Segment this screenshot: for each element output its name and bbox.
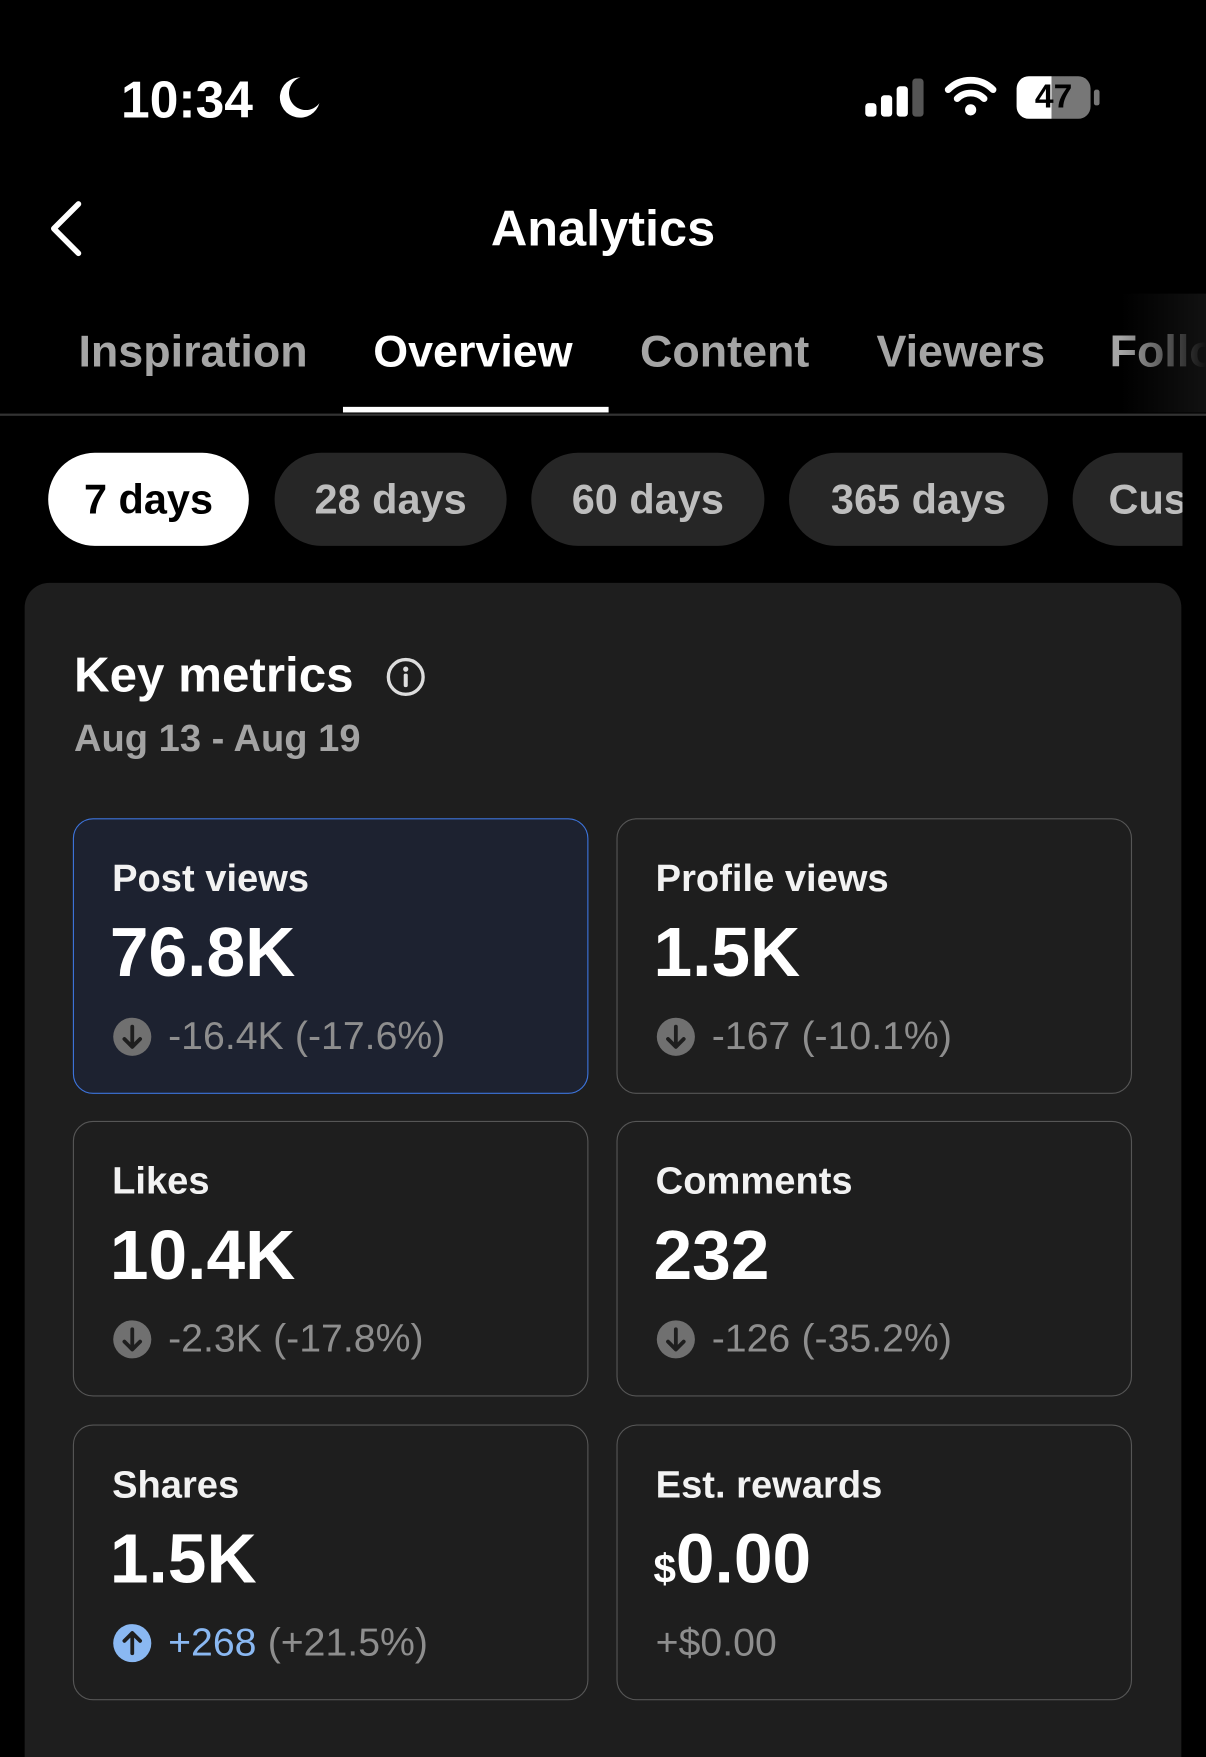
change-percent: (-17.6%) <box>294 1014 446 1059</box>
metric-card[interactable]: Post views 76.8K -16.4K (-17.6%) <box>72 818 589 1094</box>
chip-label: 60 days <box>571 475 724 522</box>
metric-card[interactable]: Est. rewards $0.00 +$0.00 <box>616 1424 1133 1701</box>
metric-change: -2.3K (-17.8%) <box>112 1316 424 1362</box>
info-icon[interactable] <box>384 656 427 699</box>
change: +$0.00 <box>655 1620 777 1665</box>
back-button[interactable] <box>45 200 90 258</box>
tab[interactable]: Overview <box>373 327 573 377</box>
down-icon <box>656 1320 695 1359</box>
down-icon <box>113 1320 152 1359</box>
change: -2.3K <box>168 1316 262 1361</box>
metric-card[interactable]: Profile views 1.5K -167 (-10.1%) <box>616 818 1133 1094</box>
tab[interactable]: Inspiration <box>78 327 308 377</box>
metric-card[interactable]: Comments 232 -126 (-35.2%) <box>616 1120 1133 1397</box>
change-percent: (+21.5%) <box>267 1620 428 1665</box>
panel-title: Key metrics <box>73 647 354 703</box>
metric-change: -126 (-35.2%) <box>656 1317 952 1362</box>
metric-label: Profile views <box>655 857 889 901</box>
tab[interactable]: Viewers <box>876 327 1046 377</box>
change-percent: (-10.1%) <box>801 1014 952 1059</box>
metric-value: 1.5K <box>110 1520 257 1600</box>
metric-label: Est. rewards <box>655 1463 883 1507</box>
tab-fade <box>1120 293 1206 413</box>
metrics-panel <box>24 582 1182 1757</box>
value: 76.8K <box>109 914 296 992</box>
metric-change: +268 (+21.5%) <box>112 1621 428 1666</box>
wifi-icon <box>944 76 997 116</box>
period-chips: 7 days 28 days 60 days 365 days Cus <box>0 0 1183 560</box>
value: 10.4K <box>109 1217 296 1295</box>
down-icon <box>656 1017 695 1056</box>
metric-card[interactable]: Likes 10.4K -2.3K (-17.8%) <box>72 1120 589 1397</box>
period-chip[interactable]: 365 days <box>789 452 1048 546</box>
chip-label: 365 days <box>830 475 1007 522</box>
chip-label: 7 days <box>83 475 214 522</box>
battery: 47 <box>1016 76 1091 119</box>
up-icon <box>113 1624 152 1663</box>
metric-label: Post views <box>112 857 310 901</box>
tab[interactable]: Content <box>639 327 810 377</box>
metric-value: 76.8K <box>110 913 295 993</box>
page-title: Analytics <box>490 199 716 257</box>
currency: $ <box>653 1545 676 1592</box>
period-chip[interactable]: Cus <box>1072 452 1183 546</box>
tab-underline <box>342 406 609 413</box>
down-icon <box>113 1017 152 1056</box>
period-chip[interactable]: 60 days <box>531 452 765 546</box>
metric-change: +$0.00 <box>656 1621 777 1666</box>
change-percent: (-35.2%) <box>801 1316 952 1361</box>
signal-icon <box>865 78 924 117</box>
tab-divider <box>0 413 1206 416</box>
value: 1.5K <box>653 914 801 992</box>
change-percent: (-17.8%) <box>273 1316 424 1361</box>
metric-value: 232 <box>653 1216 769 1296</box>
chip-label: Cus <box>1108 475 1183 522</box>
metric-label: Shares <box>112 1463 240 1507</box>
metric-card[interactable]: Shares 1.5K +268 (+21.5%) <box>72 1424 589 1701</box>
metric-value: 10.4K <box>110 1216 295 1296</box>
change: -126 <box>711 1316 791 1361</box>
chip-label: 28 days <box>314 475 467 522</box>
value: 1.5K <box>109 1520 257 1599</box>
status-time: 10:34 <box>121 70 253 129</box>
period-chip[interactable]: 7 days <box>48 452 249 546</box>
metric-value: 1.5K <box>653 913 800 993</box>
change: -167 <box>711 1014 791 1059</box>
value: 0.00 <box>675 1520 812 1599</box>
metric-label: Likes <box>112 1160 210 1203</box>
metric-change: -167 (-10.1%) <box>656 1014 952 1059</box>
metric-value: $0.00 <box>653 1520 811 1600</box>
value: 232 <box>653 1217 770 1295</box>
metric-label: Comments <box>655 1160 853 1203</box>
metric-change: -16.4K (-17.6%) <box>112 1014 445 1059</box>
tab-bar: InspirationOverviewContentViewersFollo <box>0 0 1206 417</box>
period-chip[interactable]: 28 days <box>274 452 507 546</box>
change: +268 <box>168 1620 257 1665</box>
date-range: Aug 13 - Aug 19 <box>73 717 361 760</box>
moon-icon <box>279 77 320 118</box>
change: -16.4K <box>168 1014 284 1059</box>
battery-tip <box>1093 89 1100 106</box>
